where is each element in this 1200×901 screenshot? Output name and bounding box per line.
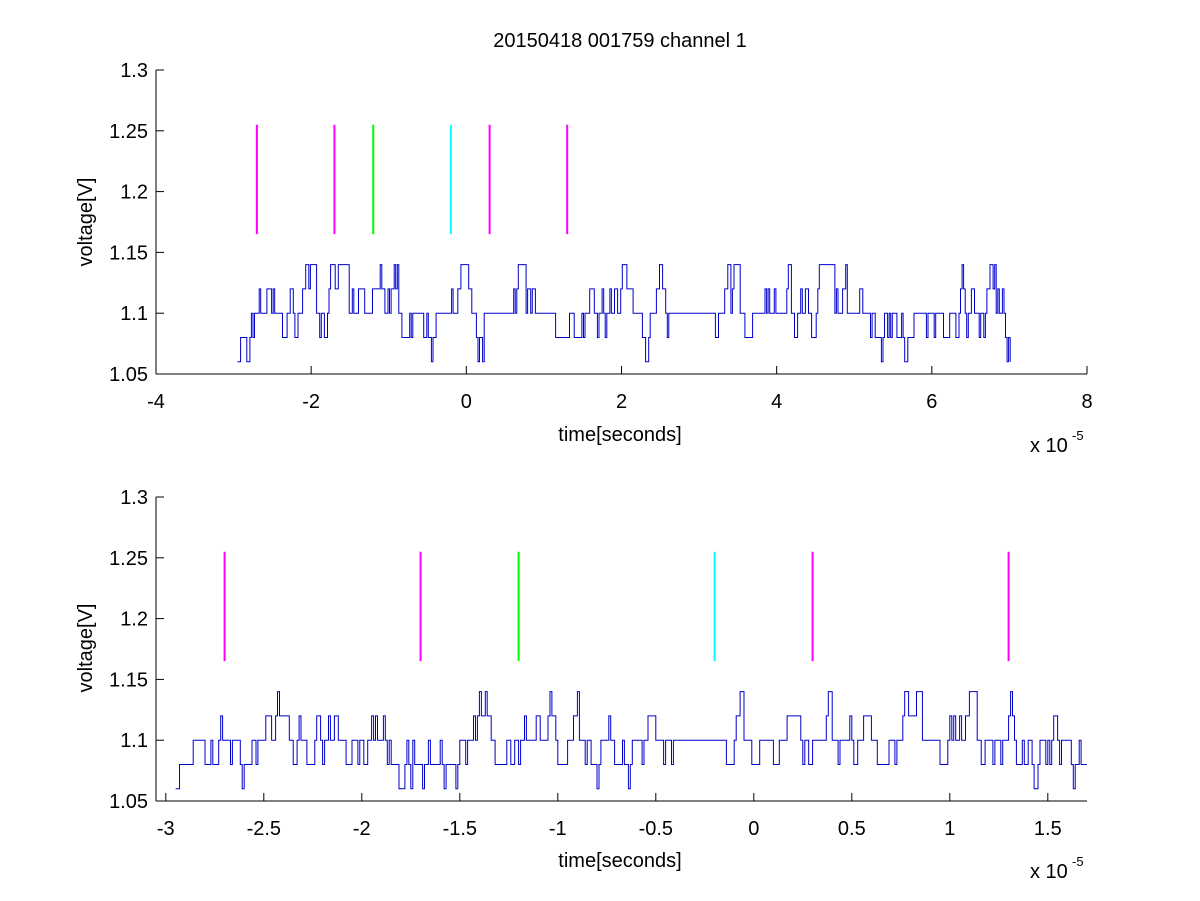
subplot-top: -4 -2 0 2 4 6 8 1.05 1.1 1.15 1.2 1.25 1.3 time[seco… bbox=[75, 60, 1093, 457]
top-x-exponent-label: x 10 bbox=[1030, 435, 1068, 457]
top-y-tick-label: 1.2 bbox=[120, 182, 148, 204]
top-x-tick-label: 2 bbox=[616, 391, 627, 413]
top-y-tick-label: 1.3 bbox=[120, 60, 148, 82]
top-y-tick-label: 1.15 bbox=[109, 242, 148, 264]
bottom-axes-layer: -3 -2.5 -2 -1.5 -1 -0.5 0 0.5 1 1.5 1.05 1.1 1.15 1.2… bbox=[109, 487, 1087, 840]
bottom-x-tick-label: 0 bbox=[748, 818, 759, 840]
bottom-x-tick-label: -2.5 bbox=[247, 818, 281, 840]
bottom-y-tick-label: 1.25 bbox=[109, 548, 148, 570]
subplot-bottom: -3 -2.5 -2 -1.5 -1 -0.5 0 0.5 1 1.5 1.05 1.1 1.15 1.2… bbox=[75, 487, 1087, 883]
bottom-y-tick-label: 1.3 bbox=[120, 487, 148, 509]
bottom-x-tick-label: 0.5 bbox=[838, 818, 866, 840]
bottom-x-exponent-label: x 10 bbox=[1030, 861, 1068, 883]
bottom-x-tick-label: -0.5 bbox=[639, 818, 673, 840]
bottom-x-tick-label: -3 bbox=[157, 818, 175, 840]
top-x-tick-label: -4 bbox=[147, 391, 165, 413]
bottom-y-tick-label: 1.2 bbox=[120, 609, 148, 631]
top-x-exponent-power: -5 bbox=[1072, 428, 1084, 443]
top-y-tick-label: 1.25 bbox=[109, 121, 148, 143]
top-x-tick-label: -2 bbox=[302, 391, 320, 413]
top-x-tick-label: 4 bbox=[771, 391, 782, 413]
bottom-y-axis-label: voltage[V] bbox=[75, 604, 97, 693]
top-y-tick-label: 1.05 bbox=[109, 364, 148, 386]
figure-title: 20150418 001759 channel 1 bbox=[493, 30, 747, 52]
bottom-y-tick-label: 1.05 bbox=[109, 791, 148, 813]
top-x-axis-label: time[seconds] bbox=[558, 424, 681, 446]
bottom-x-tick-label: -1.5 bbox=[443, 818, 477, 840]
bottom-plot-layer bbox=[175, 551, 1087, 790]
bottom-x-tick-label: 1 bbox=[944, 818, 955, 840]
top-x-tick-label: 6 bbox=[926, 391, 937, 413]
top-axes-layer: -4 -2 0 2 4 6 8 1.05 1.1 1.15 1.2 1.25 1.3 bbox=[109, 60, 1093, 413]
bottom-x-axis-label: time[seconds] bbox=[558, 850, 681, 872]
bottom-x-tick-label: -2 bbox=[353, 818, 371, 840]
top-x-tick-label: 0 bbox=[461, 391, 472, 413]
bottom-x-exponent-power: -5 bbox=[1072, 854, 1084, 869]
bottom-y-tick-label: 1.15 bbox=[109, 669, 148, 691]
top-x-tick-label: 8 bbox=[1081, 391, 1092, 413]
bottom-x-tick-label: -1 bbox=[549, 818, 567, 840]
bottom-signal-trace bbox=[175, 691, 1087, 790]
top-y-axis-label: voltage[V] bbox=[75, 178, 97, 267]
top-y-tick-label: 1.1 bbox=[120, 303, 148, 325]
top-signal-trace bbox=[237, 264, 1011, 363]
top-plot-layer bbox=[237, 124, 1011, 363]
bottom-x-tick-label: 1.5 bbox=[1034, 818, 1062, 840]
bottom-y-tick-label: 1.1 bbox=[120, 730, 148, 752]
